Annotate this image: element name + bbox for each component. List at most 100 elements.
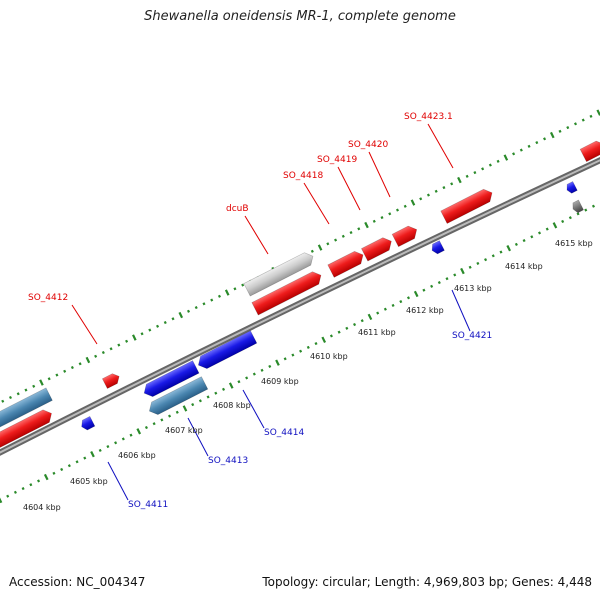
minor-tick	[168, 414, 172, 418]
minor-tick	[67, 464, 71, 468]
reverse-gene-feature[interactable]	[79, 415, 96, 431]
major-tick	[549, 131, 555, 139]
minor-tick	[129, 433, 133, 437]
label-leader-line	[71, 304, 98, 345]
reverse-gene-label[interactable]: SO_4411	[128, 500, 168, 510]
label-leader-line	[303, 182, 330, 225]
minor-tick	[453, 273, 457, 277]
reverse-gene-feature[interactable]	[565, 181, 578, 195]
forward-gene-label[interactable]: SO_4412	[28, 293, 68, 303]
minor-tick	[391, 303, 395, 307]
reverse-gene-label[interactable]: SO_4414	[264, 428, 304, 438]
major-tick	[85, 356, 91, 364]
forward-gene-feature[interactable]	[101, 371, 121, 389]
minor-tick	[581, 118, 585, 122]
reverse-gene-label[interactable]: SO_4413	[208, 456, 248, 466]
forward-gene-feature[interactable]	[391, 223, 420, 248]
kbp-tick-label: 4613 kbp	[454, 284, 492, 293]
rna-gene-feature[interactable]	[243, 250, 316, 297]
minor-tick	[221, 387, 226, 391]
minor-tick	[442, 186, 446, 190]
minor-tick	[206, 395, 210, 399]
major-tick	[182, 405, 188, 412]
forward-gene-label[interactable]: SO_4420	[348, 140, 388, 150]
kbp-tick-label: 4605 kbp	[70, 477, 108, 486]
minor-tick	[403, 204, 407, 208]
minor-tick	[376, 311, 380, 315]
minor-tick	[465, 174, 469, 178]
forward-gene-label[interactable]: SO_4423.1	[404, 112, 453, 122]
minor-tick	[372, 219, 376, 223]
minor-tick	[94, 354, 98, 358]
minor-tick	[380, 216, 384, 220]
forward-gene-feature[interactable]	[361, 235, 394, 262]
minor-tick	[591, 204, 595, 208]
kbp-tick-label: 4611 kbp	[358, 328, 396, 337]
minor-tick	[476, 261, 480, 266]
forward-gene-feature[interactable]	[579, 138, 600, 163]
minor-tick	[450, 182, 454, 186]
reverse-gene-feature[interactable]	[430, 240, 445, 256]
minor-tick	[175, 410, 179, 414]
minor-tick	[241, 283, 245, 287]
minor-tick	[186, 309, 191, 313]
kbp-tick-label: 4608 kbp	[213, 401, 251, 410]
major-tick	[275, 359, 280, 366]
forward-gene-feature[interactable]	[327, 249, 366, 278]
minor-tick	[349, 231, 353, 235]
forward-gene-label[interactable]: SO_4418	[283, 171, 323, 181]
minor-tick	[101, 350, 105, 355]
minor-tick	[329, 334, 333, 338]
minor-tick	[530, 235, 534, 239]
major-tick	[0, 497, 3, 504]
major-tick	[136, 428, 142, 435]
forward-gene-feature[interactable]	[251, 269, 324, 316]
kbp-tick-label: 4615 kbp	[555, 239, 593, 248]
minor-tick	[171, 317, 175, 321]
major-tick	[317, 244, 323, 251]
forward-gene-feature[interactable]	[0, 407, 55, 458]
major-tick	[321, 336, 327, 343]
minor-tick	[558, 129, 562, 133]
minor-tick	[13, 490, 17, 494]
minor-tick	[299, 349, 303, 353]
minor-tick	[198, 399, 202, 403]
minor-tick	[419, 197, 423, 201]
minor-tick	[75, 460, 79, 464]
rna-gene-feature[interactable]	[0, 387, 53, 432]
label-leader-line	[107, 461, 129, 501]
minor-tick	[341, 234, 345, 238]
minor-tick	[29, 483, 33, 487]
reverse-gene-feature[interactable]	[141, 360, 200, 400]
rna-gene-feature[interactable]	[146, 376, 209, 418]
minor-tick	[114, 441, 118, 445]
minor-tick	[109, 347, 113, 351]
minor-tick	[70, 365, 74, 370]
pseudo-gene-feature[interactable]	[570, 199, 584, 214]
gene-features[interactable]	[0, 138, 600, 458]
minor-tick	[156, 324, 160, 328]
minor-tick	[268, 364, 272, 369]
minor-tick	[426, 193, 430, 197]
minor-tick	[545, 227, 549, 231]
reverse-gene-feature[interactable]	[195, 330, 258, 372]
minor-tick	[406, 296, 411, 300]
major-tick	[506, 245, 512, 252]
major-tick	[43, 473, 49, 481]
kbp-tick-label: 4614 kbp	[505, 262, 543, 271]
minor-tick	[98, 448, 102, 452]
minor-tick	[437, 280, 441, 285]
major-tick	[460, 267, 465, 275]
minor-tick	[430, 284, 434, 288]
minor-tick	[445, 277, 449, 281]
minor-tick	[233, 287, 237, 291]
forward-gene-label[interactable]: SO_4419	[317, 155, 357, 165]
forward-gene-label[interactable]: dcuB	[226, 204, 249, 214]
major-tick	[178, 311, 184, 319]
major-tick	[39, 379, 44, 386]
minor-tick	[125, 339, 129, 343]
reverse-gene-label[interactable]: SO_4421	[452, 331, 492, 341]
forward-gene-feature[interactable]	[440, 187, 495, 224]
minor-tick	[535, 141, 539, 145]
